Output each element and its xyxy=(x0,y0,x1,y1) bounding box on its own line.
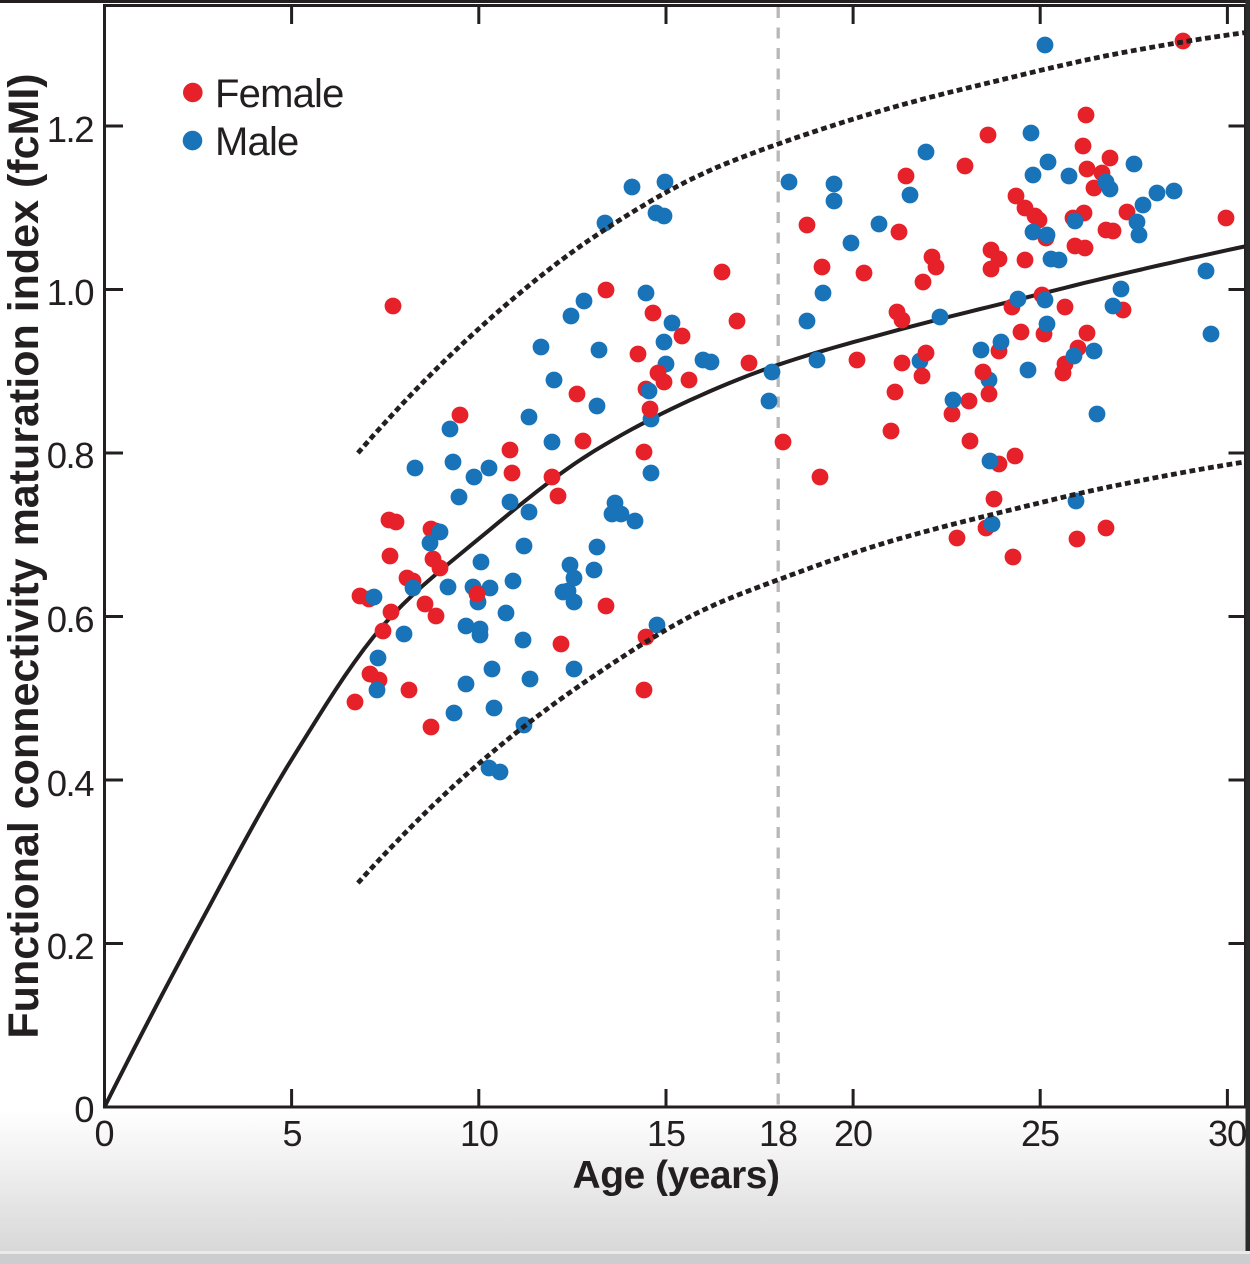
svg-text:0.4: 0.4 xyxy=(47,763,94,804)
svg-text:0: 0 xyxy=(74,1089,93,1130)
svg-text:25: 25 xyxy=(1021,1113,1059,1154)
svg-text:1.2: 1.2 xyxy=(47,109,93,150)
svg-text:30: 30 xyxy=(1208,1113,1246,1154)
svg-text:18: 18 xyxy=(759,1113,797,1154)
svg-text:10: 10 xyxy=(460,1113,498,1154)
svg-text:0: 0 xyxy=(94,1113,113,1154)
svg-text:0.6: 0.6 xyxy=(47,599,93,640)
svg-text:1.0: 1.0 xyxy=(47,272,93,313)
svg-text:Male: Male xyxy=(215,120,299,164)
svg-text:5: 5 xyxy=(282,1113,301,1154)
svg-text:15: 15 xyxy=(647,1113,685,1154)
svg-text:Female: Female xyxy=(215,72,344,116)
svg-text:Functional connectivity matura: Functional connectivity maturation index… xyxy=(0,73,48,1038)
svg-text:Age (years): Age (years) xyxy=(573,1154,780,1197)
svg-text:0.8: 0.8 xyxy=(47,435,93,476)
svg-text:20: 20 xyxy=(834,1113,872,1154)
svg-text:0.2: 0.2 xyxy=(47,926,93,967)
